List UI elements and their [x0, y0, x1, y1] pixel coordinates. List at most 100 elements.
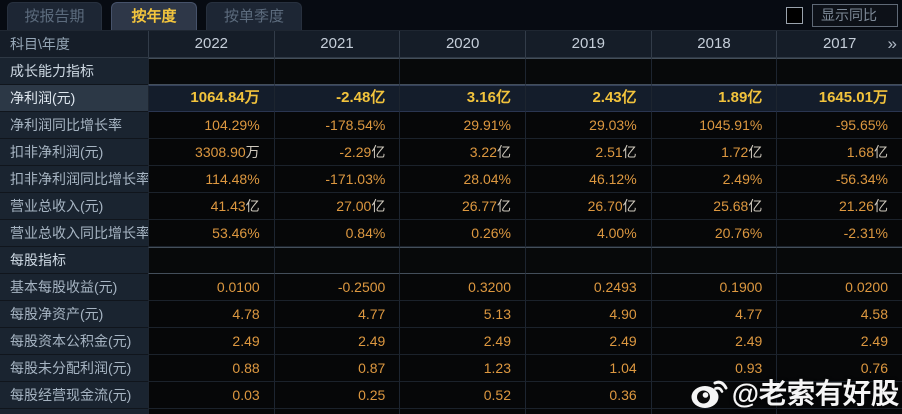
more-years-chevron-icon[interactable]: »: [887, 34, 897, 53]
year-column-2017[interactable]: 2017: [776, 31, 902, 57]
value-cell: 25.68亿: [650, 193, 777, 220]
value-cell: [399, 58, 525, 85]
value-unit-suffix: 亿: [496, 198, 511, 214]
show-yoy-checkbox[interactable]: [786, 7, 803, 24]
value-number: 2.49: [860, 333, 888, 349]
value-number: 41.43: [210, 198, 246, 214]
value-cell: 114.48%: [148, 166, 274, 193]
value-cell: 20.76%: [650, 220, 777, 247]
value-number: 104.29%: [204, 117, 260, 133]
value-number: 0.26%: [471, 225, 511, 241]
value-cell: 4.78: [148, 301, 274, 328]
year-column-2022[interactable]: 2022: [148, 31, 274, 57]
value-number: 29.91%: [463, 117, 511, 133]
row-label: 成长能力指标: [0, 58, 148, 85]
year-column-2019[interactable]: 2019: [524, 31, 651, 57]
value-number: -0.2500: [337, 279, 386, 295]
value-number: -56.34%: [835, 171, 888, 187]
value-cell: 0.03: [148, 382, 274, 409]
value-number: 0.87: [358, 360, 386, 376]
partial-next-row: [0, 409, 902, 414]
value-cell: 0.1900: [650, 274, 777, 301]
indicator-row[interactable]: 每股经营现金流(元) 0.03 0.25 0.52 0.36: [0, 382, 902, 409]
show-yoy-control: 显示同比: [786, 4, 898, 27]
indicator-row[interactable]: 每股净资产(元) 4.78 4.77 5.13 4.90 4.77 4.58: [0, 301, 902, 328]
value-number: 46.12%: [589, 171, 637, 187]
value-number: 2.49: [483, 333, 511, 349]
value-cell: -56.34%: [776, 166, 902, 193]
value-cell: 3.22亿: [399, 139, 525, 166]
section-header-row: 每股指标: [0, 247, 902, 274]
value-cell: 0.26%: [399, 220, 525, 247]
value-cell: 26.70亿: [524, 193, 651, 220]
value-unit-suffix: 亿: [496, 144, 511, 160]
value-cell: 46.12%: [524, 166, 651, 193]
value-number: 0.52: [483, 387, 511, 403]
row-label: 净利润同比增长率: [0, 112, 148, 139]
indicator-row[interactable]: 每股未分配利润(元) 0.88 0.87 1.23 1.04 0.93 0.76: [0, 355, 902, 382]
value-number: 2.49: [232, 333, 260, 349]
indicator-row[interactable]: 营业总收入(元) 41.43亿 27.00亿 26.77亿 26.70亿 25.68亿 21…: [0, 193, 902, 220]
value-cell: [399, 247, 525, 274]
value-number: 1.72: [721, 144, 749, 160]
value-number: -2.29: [339, 144, 372, 160]
row-label: 营业总收入(元): [0, 193, 148, 220]
value-number: 2.49%: [722, 171, 763, 187]
indicator-row[interactable]: 基本每股收益(元) 0.0100 -0.2500 0.3200 0.2493 0.1900…: [0, 274, 902, 301]
tab-single-quarter[interactable]: 按单季度: [206, 2, 302, 30]
year-column-2021[interactable]: 2021: [273, 31, 400, 57]
value-unit-suffix: 亿: [622, 144, 637, 160]
value-cell: 1.23: [399, 355, 525, 382]
year-column-2020[interactable]: 2020: [399, 31, 525, 57]
value-number: 0.2493: [593, 279, 637, 295]
value-number: 4.77: [735, 306, 763, 322]
table-body: 成长能力指标 净利润(元) 1064.84万 -2.48亿 3.16亿 2.43亿 1.89…: [0, 58, 902, 409]
value-cell: 53.46%: [148, 220, 274, 247]
value-cell: 1.89亿: [650, 85, 777, 112]
value-cell: [650, 58, 777, 85]
value-unit-suffix: 万: [872, 89, 888, 106]
indicator-row[interactable]: 净利润同比增长率 104.29% -178.54% 29.91% 29.03% 1045.…: [0, 112, 902, 139]
value-cell: 5.13: [399, 301, 525, 328]
value-cell: 1.04: [524, 355, 651, 382]
value-cell: -2.31%: [776, 220, 902, 247]
value-cell: [273, 58, 400, 85]
value-unit-suffix: 万: [245, 144, 260, 160]
value-number: 0.03: [232, 387, 260, 403]
row-label: 每股经营现金流(元): [0, 382, 148, 409]
indicator-row[interactable]: 扣非净利润(元) 3308.90万 -2.29亿 3.22亿 2.51亿 1.72亿 1.6…: [0, 139, 902, 166]
value-cell: 29.91%: [399, 112, 525, 139]
value-number: -2.31%: [843, 225, 888, 241]
value-cell: 4.90: [524, 301, 651, 328]
value-cell: 2.49: [776, 328, 902, 355]
tab-annual[interactable]: 按年度: [111, 2, 197, 30]
value-cell: 3.16亿: [399, 85, 525, 112]
value-number: -95.65%: [835, 117, 888, 133]
value-number: 4.78: [232, 306, 260, 322]
value-cell: 1064.84万: [148, 85, 274, 112]
value-cell: 1045.91%: [650, 112, 777, 139]
indicator-row[interactable]: 扣非净利润同比增长率 114.48% -171.03% 28.04% 46.12% 2.4…: [0, 166, 902, 193]
value-unit-suffix: 亿: [747, 89, 763, 106]
value-number: 1.04: [609, 360, 637, 376]
value-cell: 0.84%: [273, 220, 400, 247]
indicator-row[interactable]: 净利润(元) 1064.84万 -2.48亿 3.16亿 2.43亿 1.89亿 1645.…: [0, 85, 902, 112]
tab-report-period[interactable]: 按报告期: [7, 2, 102, 30]
year-column-2018[interactable]: 2018: [650, 31, 777, 57]
value-number: 28.04%: [463, 171, 511, 187]
show-yoy-label[interactable]: 显示同比: [812, 4, 898, 27]
value-cell: 0.36: [524, 382, 651, 409]
value-number: 0.1900: [719, 279, 763, 295]
value-number: 0.84%: [345, 225, 386, 241]
value-number: -178.54%: [325, 117, 386, 133]
indicator-row[interactable]: 每股资本公积金(元) 2.49 2.49 2.49 2.49 2.49 2.49: [0, 328, 902, 355]
value-cell: 4.00%: [524, 220, 651, 247]
indicator-row[interactable]: 营业总收入同比增长率 53.46% 0.84% 0.26% 4.00% 20.76% -2.…: [0, 220, 902, 247]
value-number: -2.48: [336, 89, 371, 106]
row-label: 扣非净利润(元): [0, 139, 148, 166]
value-cell: 2.49: [399, 328, 525, 355]
value-cell: 4.77: [273, 301, 400, 328]
value-unit-suffix: 亿: [873, 144, 888, 160]
value-cell: 2.49: [524, 328, 651, 355]
